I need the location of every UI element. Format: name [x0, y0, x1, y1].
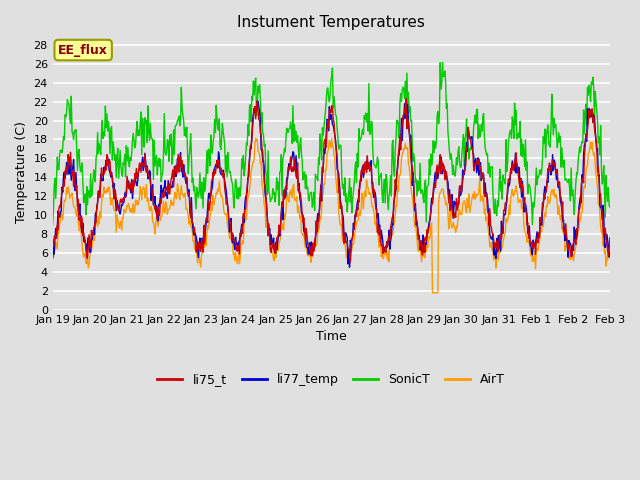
Line: SonicT: SonicT	[52, 62, 610, 225]
AirT	[59, 217, 67, 223]
AirT	[429, 290, 436, 296]
Line: li75_t: li75_t	[52, 99, 610, 263]
Text: EE_flux: EE_flux	[58, 44, 108, 57]
li77_temp	[173, 170, 180, 176]
AirT	[49, 249, 56, 254]
SonicT	[59, 144, 67, 150]
SonicT	[606, 204, 614, 210]
AirT	[416, 242, 424, 248]
Legend: li75_t, li77_temp, SonicT, AirT: li75_t, li77_temp, SonicT, AirT	[152, 368, 510, 391]
SonicT	[49, 222, 56, 228]
li75_t	[606, 235, 614, 240]
SonicT	[116, 147, 124, 153]
AirT	[202, 242, 210, 248]
li75_t	[346, 260, 354, 265]
AirT	[252, 135, 260, 141]
AirT	[173, 196, 180, 202]
li75_t	[59, 186, 67, 192]
X-axis label: Time: Time	[316, 330, 347, 343]
SonicT	[415, 187, 423, 193]
li75_t	[417, 238, 425, 243]
li75_t	[400, 112, 408, 118]
li75_t	[49, 234, 56, 240]
li77_temp	[401, 101, 408, 107]
SonicT	[438, 60, 446, 65]
SonicT	[173, 122, 180, 128]
AirT	[606, 255, 614, 261]
AirT	[400, 145, 408, 151]
li77_temp	[417, 241, 425, 247]
li75_t	[116, 198, 124, 204]
Title: Instument Temperatures: Instument Temperatures	[237, 15, 425, 30]
Line: li77_temp: li77_temp	[52, 102, 610, 267]
li77_temp	[346, 264, 353, 270]
li77_temp	[49, 256, 56, 262]
li75_t	[173, 171, 180, 177]
li77_temp	[606, 249, 614, 255]
li77_temp	[116, 211, 124, 217]
li77_temp	[59, 189, 67, 195]
li77_temp	[254, 99, 262, 105]
AirT	[116, 221, 124, 227]
Line: AirT: AirT	[52, 138, 610, 293]
li77_temp	[202, 220, 210, 226]
li75_t	[403, 96, 410, 102]
SonicT	[202, 170, 210, 176]
li75_t	[202, 216, 210, 221]
SonicT	[399, 84, 407, 90]
Y-axis label: Temperature (C): Temperature (C)	[15, 121, 28, 224]
